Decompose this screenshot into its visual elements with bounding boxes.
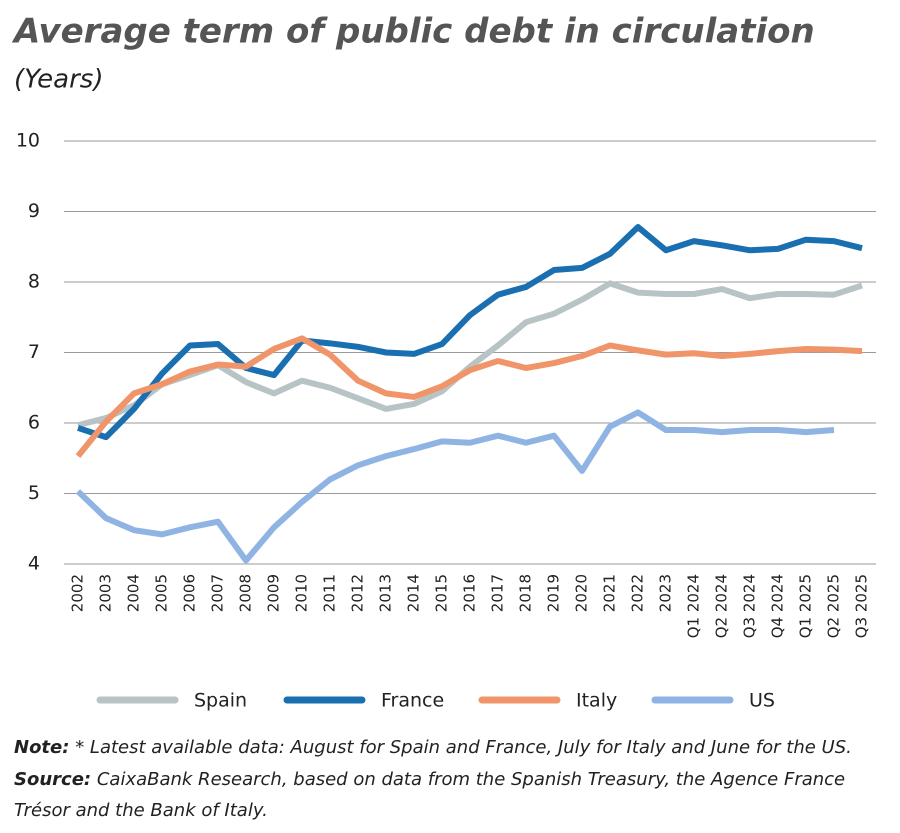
x-tick-label: 2009: [265, 574, 283, 612]
y-tick-label: 6: [28, 412, 40, 434]
x-tick-label: Q1 2025: [797, 574, 815, 638]
y-tick-label: 4: [28, 553, 40, 575]
x-tick-label: 2021: [601, 574, 619, 612]
series-line: [75, 335, 863, 459]
legend-label: France: [381, 690, 444, 712]
y-tick-label: 10: [16, 130, 40, 152]
y-tick-label: 8: [28, 271, 40, 293]
y-tick-label: 5: [28, 482, 40, 504]
legend-label: US: [749, 690, 775, 712]
x-tick-label: 2012: [349, 574, 367, 612]
source-text: CaixaBank Research, based on data from t…: [97, 769, 845, 790]
x-tick-label: 2013: [377, 574, 395, 612]
x-tick-label: 2008: [237, 574, 255, 612]
x-tick-label: Q4 2024: [769, 574, 787, 638]
y-tick-label: 7: [28, 341, 40, 363]
x-tick-label: 2004: [125, 574, 143, 612]
x-tick-label: 2016: [461, 574, 479, 612]
series-line: [77, 224, 863, 441]
x-tick-label: Q3 2024: [741, 574, 759, 638]
source-label: Source:: [14, 769, 91, 790]
x-tick-label: 2014: [405, 574, 423, 612]
x-tick-label: 2017: [489, 574, 507, 612]
series-line: [75, 409, 835, 564]
y-tick-label: 9: [28, 200, 40, 222]
x-tick-label: 2023: [657, 574, 675, 612]
source: Source: CaixaBank Research, based on dat…: [14, 769, 845, 790]
x-tick-label: Q2 2024: [713, 574, 731, 638]
x-tick-label: 2019: [545, 574, 563, 612]
x-tick-label: 2020: [573, 574, 591, 612]
x-tick-label: 2003: [97, 574, 115, 612]
x-tick-label: Q3 2025: [853, 574, 871, 638]
legend-label: Italy: [576, 690, 617, 712]
chart-title: Average term of public debt in circulati…: [11, 12, 815, 52]
source-cont: Trésor and the Bank of Italy.: [14, 800, 268, 821]
note: Note: * Latest available data: August fo…: [14, 737, 852, 758]
x-tick-label: 2007: [209, 574, 227, 612]
x-tick-label: 2018: [517, 574, 535, 612]
x-tick-label: Q1 2024: [685, 574, 703, 638]
x-tick-label: Q2 2025: [825, 574, 843, 638]
note-label: Note:: [14, 737, 69, 758]
chart-subtitle: (Years): [14, 65, 103, 95]
legend-label: Spain: [194, 690, 247, 712]
x-tick-label: 2002: [69, 574, 87, 612]
x-tick-label: 2010: [293, 574, 311, 612]
x-tick-label: 2005: [153, 574, 171, 612]
x-tick-label: 2015: [433, 574, 451, 612]
x-tick-label: 2006: [181, 574, 199, 612]
x-tick-label: 2011: [321, 574, 339, 612]
note-text: * Latest available data: August for Spai…: [75, 737, 852, 758]
x-tick-label: 2022: [629, 574, 647, 612]
